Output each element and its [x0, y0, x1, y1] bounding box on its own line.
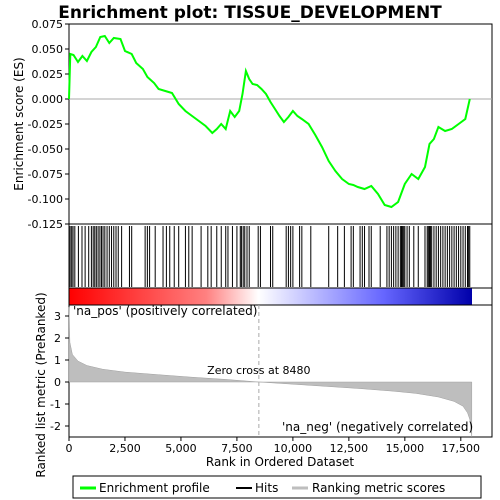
x-axis-label: Rank in Ordered Dataset	[206, 455, 354, 469]
metric-y-tick-label: 2	[54, 332, 61, 345]
x-tick-label: 15,000	[386, 442, 425, 455]
legend-box	[72, 475, 482, 499]
metric-y-tick-label: 0	[54, 376, 61, 389]
metric-y-axis: 3 2 1 0 -1 -2	[50, 310, 69, 433]
legend-metric-label: Ranking metric scores	[312, 481, 445, 495]
metric-y-tick-label: -2	[50, 420, 61, 433]
chart-title: Enrichment plot: TISSUE_DEVELOPMENT	[58, 3, 442, 23]
es-y-tick-label: 0.025	[32, 68, 64, 81]
y-axis-label-bottom: Ranked list metric (PreRanked)	[34, 292, 48, 477]
enrichment-profile-line	[68, 34, 471, 209]
x-tick-label: 0	[66, 442, 73, 455]
es-y-axis: 0.075 0.050 0.025 0.000 -0.025 -0.050 -0.075 -0…	[28, 18, 69, 231]
zero-cross-label: Zero cross at 8480	[207, 364, 310, 377]
metric-y-tick-label: -1	[50, 398, 61, 411]
metric-y-tick-label: 1	[54, 354, 61, 367]
x-axis: 0 2,500 5,000 7,500 10,000 12,500 15,000 17,500	[66, 437, 481, 455]
ranking-metric-area	[68, 307, 473, 438]
legend-profile-label: Enrichment profile	[99, 481, 210, 495]
metric-y-tick-label: 3	[54, 310, 61, 323]
hits-marks	[69, 226, 471, 287]
es-y-tick-label: -0.125	[28, 218, 63, 231]
x-tick-label: 2,500	[109, 442, 141, 455]
es-y-tick-label: -0.075	[28, 168, 63, 181]
legend-hits-label: Hits	[255, 481, 278, 495]
x-tick-label: 17,500	[442, 442, 481, 455]
correlation-bar	[69, 288, 472, 305]
x-tick-label: 7,500	[221, 442, 253, 455]
es-y-tick-label: 0.000	[32, 93, 64, 106]
es-y-tick-label: -0.025	[28, 118, 63, 131]
pos-label: 'na_pos' (positively correlated)	[73, 304, 257, 318]
es-y-tick-label: 0.050	[32, 43, 64, 56]
legend: Enrichment profile Hits Ranking metric s…	[72, 475, 482, 499]
x-tick-label: 5,000	[165, 442, 197, 455]
es-y-tick-label: 0.075	[32, 18, 64, 31]
x-tick-label: 10,000	[274, 442, 313, 455]
x-tick-label: 12,500	[330, 442, 369, 455]
y-axis-label-top: Enrichment score (ES)	[12, 57, 26, 190]
es-y-tick-label: -0.050	[28, 143, 63, 156]
neg-label: 'na_neg' (negatively correlated)	[282, 420, 473, 434]
es-y-tick-label: -0.100	[28, 193, 63, 206]
